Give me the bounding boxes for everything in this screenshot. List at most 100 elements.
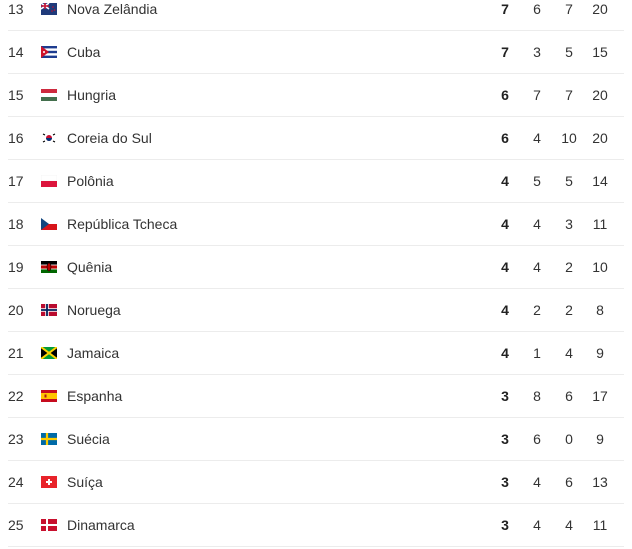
gold-count: 4 [501, 216, 509, 232]
bronze-count: 3 [565, 216, 573, 232]
silver-count: 1 [533, 345, 541, 361]
hungary-flag-icon [41, 89, 57, 101]
total-count: 11 [592, 216, 608, 232]
silver-count: 4 [533, 130, 541, 146]
gold-count: 6 [501, 130, 509, 146]
gold-count: 3 [501, 388, 509, 404]
rank: 21 [8, 345, 24, 361]
total-count: 9 [596, 345, 604, 361]
table-row[interactable]: 19 Quênia 4 4 2 10 [8, 246, 624, 289]
cuba-flag-icon [41, 46, 57, 58]
gold-count: 7 [501, 44, 509, 60]
table-row[interactable]: 13 Nova Zelândia 7 6 7 20 [8, 0, 624, 31]
country-name[interactable]: República Tcheca [67, 216, 178, 232]
medal-table: 13 Nova Zelândia 7 6 7 20 14 Cuba 7 3 5 1… [8, 0, 624, 547]
bronze-count: 2 [565, 302, 573, 318]
table-row[interactable]: 14 Cuba 7 3 5 15 [8, 31, 624, 74]
total-count: 8 [596, 302, 604, 318]
gold-count: 4 [501, 259, 509, 275]
bronze-count: 5 [565, 44, 573, 60]
country-name[interactable]: Noruega [67, 302, 121, 318]
total-count: 15 [592, 44, 608, 60]
country-name[interactable]: Espanha [67, 388, 123, 404]
spain-flag-icon [41, 390, 57, 402]
bronze-count: 6 [565, 474, 573, 490]
rank: 13 [8, 1, 24, 17]
rank: 24 [8, 474, 24, 490]
total-count: 20 [592, 87, 608, 103]
country-name[interactable]: Suécia [67, 431, 110, 447]
country-name[interactable]: Coreia do Sul [67, 130, 152, 146]
silver-count: 7 [533, 87, 541, 103]
country-name[interactable]: Quênia [67, 259, 113, 275]
rank: 15 [8, 87, 24, 103]
silver-count: 4 [533, 216, 541, 232]
table-row[interactable]: 20 Noruega 4 2 2 8 [8, 289, 624, 332]
table-row[interactable]: 24 Suíça 3 4 6 13 [8, 461, 624, 504]
gold-count: 7 [501, 1, 509, 17]
table-row[interactable]: 16 Coreia do Sul 6 4 10 20 [8, 117, 624, 160]
rank: 16 [8, 130, 24, 146]
silver-count: 4 [533, 517, 541, 533]
silver-count: 8 [533, 388, 541, 404]
total-count: 9 [596, 431, 604, 447]
silver-count: 4 [533, 474, 541, 490]
silver-count: 5 [533, 173, 541, 189]
silver-count: 3 [533, 44, 541, 60]
gold-count: 3 [501, 474, 509, 490]
silver-count: 2 [533, 302, 541, 318]
gold-count: 6 [501, 87, 509, 103]
gold-count: 4 [501, 345, 509, 361]
table-row[interactable]: 25 Dinamarca 3 4 4 11 [8, 504, 624, 547]
denmark-flag-icon [41, 519, 57, 531]
kenya-flag-icon [41, 261, 57, 273]
bronze-count: 2 [565, 259, 573, 275]
table-row[interactable]: 21 Jamaica 4 1 4 9 [8, 332, 624, 375]
switzerland-flag-icon [41, 476, 57, 488]
country-name[interactable]: Polônia [67, 173, 114, 189]
bronze-count: 7 [565, 87, 573, 103]
total-count: 14 [592, 173, 608, 189]
country-name[interactable]: Cuba [67, 44, 101, 60]
total-count: 20 [592, 1, 608, 17]
table-row[interactable]: 17 Polônia 4 5 5 14 [8, 160, 624, 203]
bronze-count: 7 [565, 1, 573, 17]
total-count: 11 [592, 517, 608, 533]
czech-republic-flag-icon [41, 218, 57, 230]
country-name[interactable]: Hungria [67, 87, 117, 103]
silver-count: 6 [533, 1, 541, 17]
total-count: 10 [592, 259, 608, 275]
rank: 18 [8, 216, 24, 232]
rank: 17 [8, 173, 24, 189]
bronze-count: 10 [561, 130, 577, 146]
new-zealand-flag-icon [41, 3, 57, 15]
jamaica-flag-icon [41, 347, 57, 359]
table-row[interactable]: 22 Espanha 3 8 6 17 [8, 375, 624, 418]
bronze-count: 4 [565, 345, 573, 361]
table-row[interactable]: 18 República Tcheca 4 4 3 11 [8, 203, 624, 246]
bronze-count: 6 [565, 388, 573, 404]
gold-count: 3 [501, 517, 509, 533]
country-name[interactable]: Jamaica [67, 345, 120, 361]
south-korea-flag-icon [41, 132, 57, 144]
rank: 25 [8, 517, 24, 533]
bronze-count: 5 [565, 173, 573, 189]
rank: 14 [8, 44, 24, 60]
rank: 23 [8, 431, 24, 447]
silver-count: 4 [533, 259, 541, 275]
total-count: 20 [592, 130, 608, 146]
country-name[interactable]: Dinamarca [67, 517, 135, 533]
silver-count: 6 [533, 431, 541, 447]
table-row[interactable]: 15 Hungria 6 7 7 20 [8, 74, 624, 117]
table-row[interactable]: 23 Suécia 3 6 0 9 [8, 418, 624, 461]
gold-count: 4 [501, 173, 509, 189]
country-name[interactable]: Nova Zelândia [67, 1, 158, 17]
bronze-count: 4 [565, 517, 573, 533]
norway-flag-icon [41, 304, 57, 316]
gold-count: 4 [501, 302, 509, 318]
bronze-count: 0 [565, 431, 573, 447]
country-name[interactable]: Suíça [67, 474, 103, 490]
total-count: 17 [592, 388, 608, 404]
rank: 19 [8, 259, 24, 275]
poland-flag-icon [41, 175, 57, 187]
